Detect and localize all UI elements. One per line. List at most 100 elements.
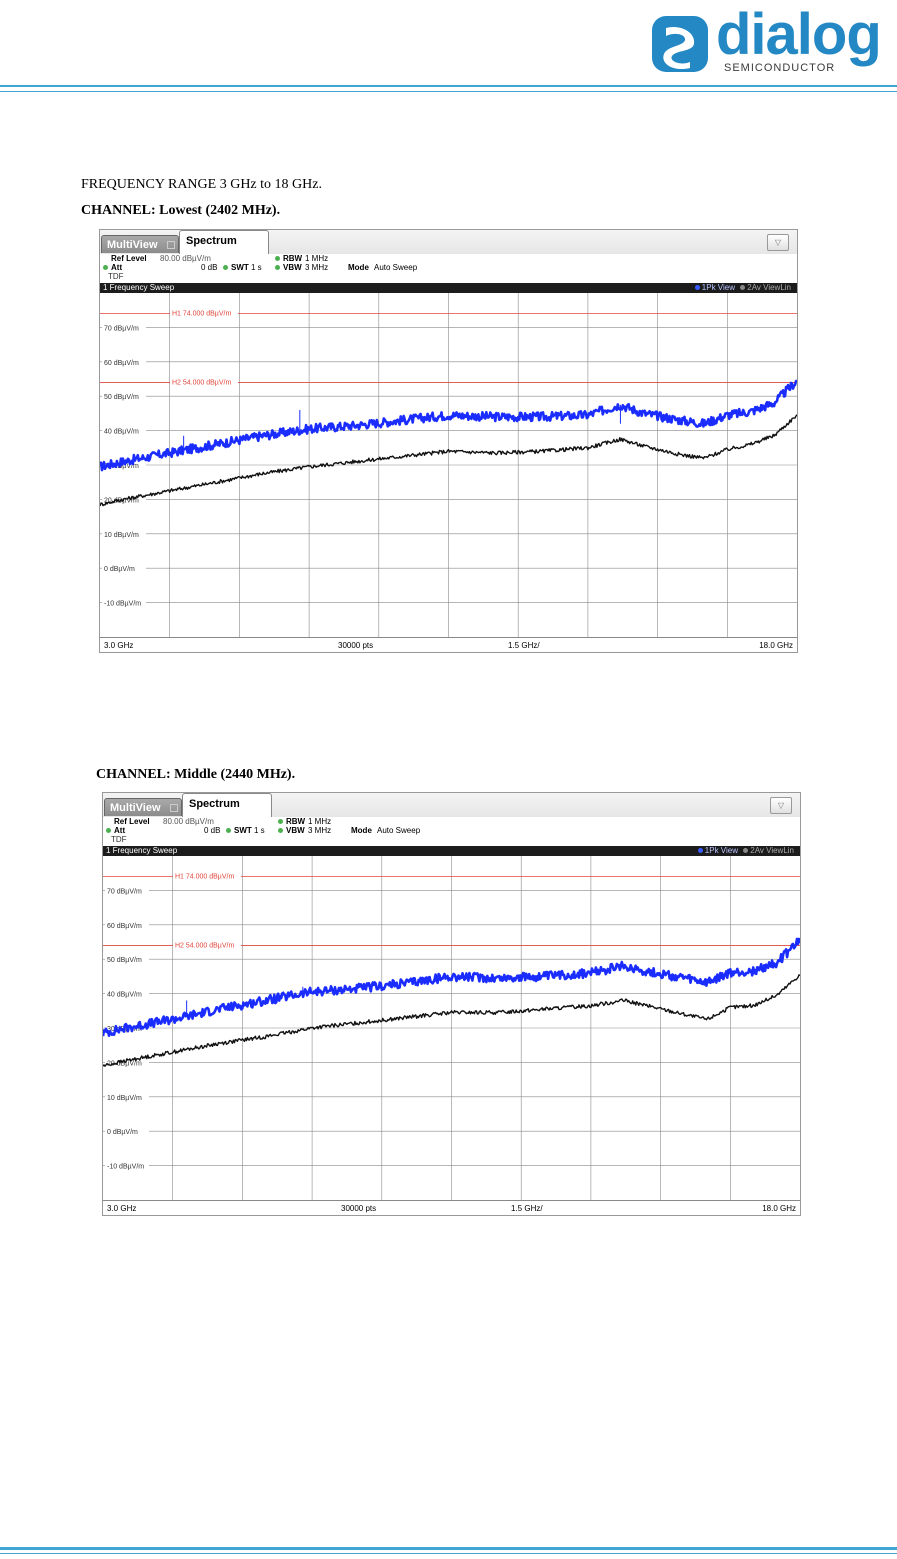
vbw-label: VBW (286, 826, 305, 835)
ref-level-label: Ref Level (114, 817, 150, 826)
rbw-value: 1 MHz (305, 254, 328, 263)
channel-lowest-prefix: CHANNEL: (81, 203, 156, 218)
limit-line-label: H2 54.000 dBµV/m (172, 379, 231, 386)
att-value: 0 dB (204, 826, 220, 835)
mode-value: Auto Sweep (374, 263, 417, 272)
logo-subtitle: SEMICONDUCTOR (724, 62, 835, 74)
spectrum-plot-middle: 70 dBµV/m 60 dBµV/m 50 dBµV/m 40 dBµV/m 30 d… (103, 856, 800, 1200)
footer-rule (0, 1547, 897, 1550)
tab-multiview[interactable]: MultiView (101, 235, 179, 253)
channel-middle-value: Middle (2440 MHz). (174, 767, 295, 782)
multiview-grid-icon (167, 241, 175, 249)
sweep-footer: 3.0 GHz 30000 pts 1.5 GHz/ 18.0 GHz (100, 637, 797, 653)
mode-label: Mode (348, 263, 369, 272)
y-tick-label: -10 dBµV/m (107, 1164, 144, 1171)
tab-multiview[interactable]: MultiView (104, 798, 182, 816)
att-value: 0 dB (201, 263, 217, 272)
y-tick-label: 50 dBµV/m (104, 394, 139, 401)
swt-indicator-icon (226, 828, 231, 833)
att-label: Att (111, 263, 122, 272)
channel-middle-caption: CHANNEL: Middle (2440 MHz). (96, 767, 295, 783)
logo-wordmark: dialog (716, 2, 881, 68)
y-tick-label: 60 dBµV/m (104, 360, 139, 367)
analyzer-tab-bar: MultiView Spectrum ▽ (103, 793, 800, 817)
y-tick-label: 70 dBµV/m (107, 888, 142, 895)
vbw-value: 3 MHz (308, 826, 331, 835)
start-frequency: 3.0 GHz (104, 638, 133, 653)
vbw-label: VBW (283, 263, 302, 272)
y-tick-label: 50 dBµV/m (107, 957, 142, 964)
spectrum-chart-svg: 70 dBµV/m60 dBµV/m50 dBµV/m40 dBµV/m30 d… (100, 293, 797, 637)
measurement-settings: Ref Level 80.00 dBµV/m Att 0 dB SWT 1 s … (100, 254, 797, 283)
dialog-logo-mark-icon (652, 16, 708, 72)
rbw-indicator-icon (278, 819, 283, 824)
sweep-title-bar: 1 Frequency Sweep 1Pk View 2Av ViewLin (100, 283, 797, 293)
channel-lowest-value: Lowest (2402 MHz). (159, 203, 280, 218)
dropdown-button[interactable]: ▽ (770, 797, 792, 814)
ref-level-label: Ref Level (111, 254, 147, 263)
att-indicator-icon (103, 265, 108, 270)
spectrum-chart-svg: 70 dBµV/m60 dBµV/m50 dBµV/m40 dBµV/m30 d… (103, 856, 800, 1200)
swt-value: 1 s (254, 826, 265, 835)
trace1-legend: 1Pk View (698, 846, 738, 856)
y-tick-label: 40 dBµV/m (107, 992, 142, 999)
dropdown-button[interactable]: ▽ (767, 234, 789, 251)
header-rule-thin (0, 91, 897, 92)
mode-value: Auto Sweep (377, 826, 420, 835)
tab-spectrum[interactable]: Spectrum (179, 230, 269, 254)
rbw-value: 1 MHz (308, 817, 331, 826)
trace1-dot-icon (698, 848, 703, 853)
y-tick-label: 60 dBµV/m (107, 923, 142, 930)
limit-line-label: H1 74.000 dBµV/m (175, 874, 234, 881)
stop-frequency: 18.0 GHz (762, 1201, 796, 1216)
sweep-footer: 3.0 GHz 30000 pts 1.5 GHz/ 18.0 GHz (103, 1200, 800, 1216)
dialog-logo: dialog SEMICONDUCTOR (652, 12, 897, 78)
trace2-legend: 2Av ViewLin (743, 846, 794, 856)
tdf-label: TDF (111, 835, 127, 844)
span-per-division: 1.5 GHz/ (511, 1201, 543, 1216)
att-label: Att (114, 826, 125, 835)
y-tick-label: 10 dBµV/m (107, 1095, 142, 1102)
trace2-dot-icon (743, 848, 748, 853)
trace2-dot-icon (740, 285, 745, 290)
y-tick-label: 70 dBµV/m (104, 325, 139, 332)
rbw-label: RBW (286, 817, 305, 826)
start-frequency: 3.0 GHz (107, 1201, 136, 1216)
vbw-value: 3 MHz (305, 263, 328, 272)
tab-spectrum[interactable]: Spectrum (182, 793, 272, 817)
swt-value: 1 s (251, 263, 262, 272)
sweep-title: 1 Frequency Sweep (106, 846, 177, 856)
sweep-points: 30000 pts (338, 638, 373, 653)
rbw-indicator-icon (275, 256, 280, 261)
att-indicator-icon (106, 828, 111, 833)
tdf-label: TDF (108, 272, 124, 281)
stop-frequency: 18.0 GHz (759, 638, 793, 653)
mode-label: Mode (351, 826, 372, 835)
sweep-title: 1 Frequency Sweep (103, 283, 174, 293)
analyzer-tab-bar: MultiView Spectrum ▽ (100, 230, 797, 254)
spectrum-analyzer-lowest: MultiView Spectrum ▽ Ref Level 80.00 dBµ… (99, 229, 798, 653)
trace2-legend: 2Av ViewLin (740, 283, 791, 293)
footer-rule-thin (0, 1553, 897, 1554)
frequency-range-caption: FREQUENCY RANGE 3 GHz to 18 GHz. (81, 177, 322, 193)
limit-line-label: H2 54.000 dBµV/m (175, 942, 234, 949)
trace1-dot-icon (695, 285, 700, 290)
swt-label: SWT (234, 826, 252, 835)
multiview-grid-icon (170, 804, 178, 812)
y-tick-label: 0 dBµV/m (107, 1129, 138, 1136)
sweep-points: 30000 pts (341, 1201, 376, 1216)
spectrum-plot-lowest: 70 dBµV/m 60 dBµV/m 50 dBµV/m 40 dBµV/m 30 d… (100, 293, 797, 637)
trace1-legend: 1Pk View (695, 283, 735, 293)
limit-line-label: H1 74.000 dBµV/m (172, 311, 231, 318)
spectrum-analyzer-middle: MultiView Spectrum ▽ Ref Level 80.00 dBµ… (102, 792, 801, 1216)
y-tick-label: 10 dBµV/m (104, 532, 139, 539)
y-tick-label: 40 dBµV/m (104, 429, 139, 436)
y-tick-label: 0 dBµV/m (104, 566, 135, 573)
ref-level-value: 80.00 dBµV/m (160, 254, 211, 263)
header-rule (0, 85, 897, 87)
vbw-indicator-icon (275, 265, 280, 270)
vbw-indicator-icon (278, 828, 283, 833)
channel-lowest-caption: CHANNEL: Lowest (2402 MHz). (81, 203, 280, 219)
y-tick-label: -10 dBµV/m (104, 601, 141, 608)
sweep-title-bar: 1 Frequency Sweep 1Pk View 2Av ViewLin (103, 846, 800, 856)
